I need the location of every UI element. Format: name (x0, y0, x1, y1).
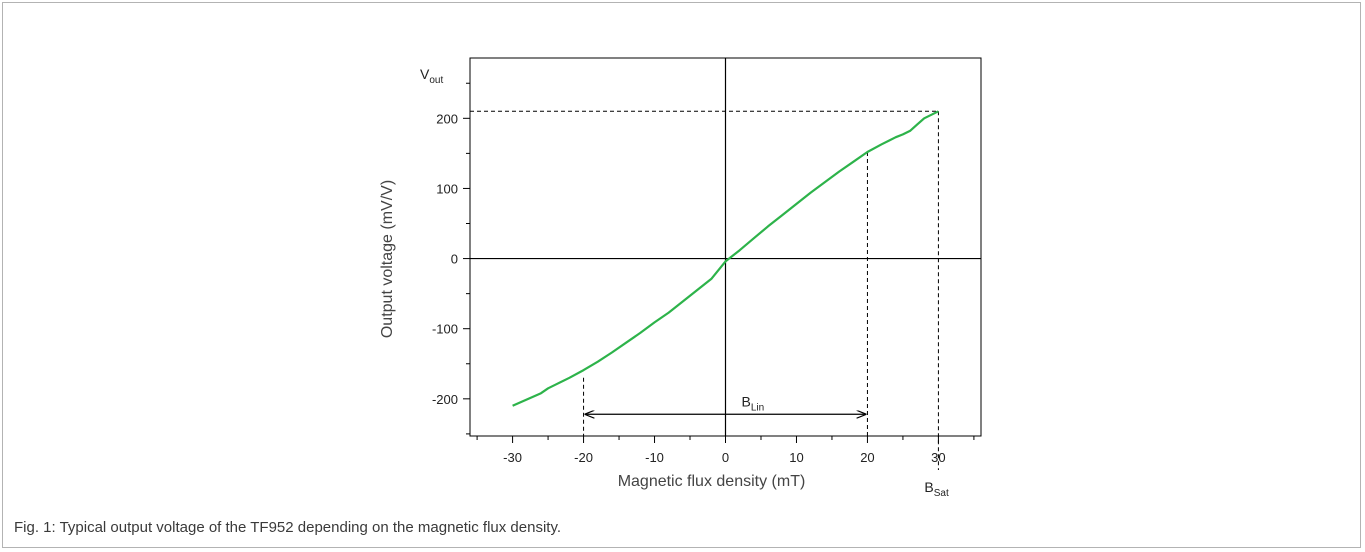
bsat-label: BSat (924, 479, 949, 499)
x-tick-label: -20 (574, 450, 593, 465)
x-tick-label: 20 (860, 450, 874, 465)
blin-label: BLin (742, 393, 765, 413)
y-tick-label: 200 (436, 111, 458, 126)
vout-label: Vout (420, 66, 443, 86)
y-tick-label: 0 (451, 252, 458, 267)
x-tick-label: -30 (503, 450, 522, 465)
y-tick-label: 100 (436, 181, 458, 196)
series-line (512, 110, 939, 407)
y-tick-label: -100 (432, 322, 458, 337)
x-tick-label: -10 (645, 450, 664, 465)
y-tick-label: -200 (432, 392, 458, 407)
x-tick-label: 0 (722, 450, 729, 465)
y-axis-title: Output voltage (mV/V) (379, 180, 396, 338)
x-axis-title: Magnetic flux density (mT) (618, 473, 806, 490)
figure-caption: Fig. 1: Typical output voltage of the TF… (14, 519, 562, 536)
x-tick-label: 10 (789, 450, 803, 465)
